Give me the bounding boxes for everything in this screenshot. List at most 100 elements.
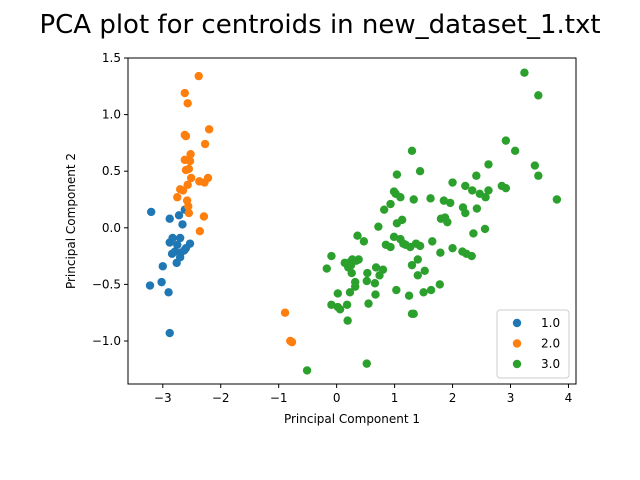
data-point [374, 222, 383, 231]
data-point [200, 139, 210, 149]
data-point [407, 260, 417, 270]
y-axis: −1.0 −0.5 0.0 0.5 1.0 1.5 [92, 51, 128, 348]
data-point [359, 237, 369, 246]
data-point [347, 268, 356, 278]
data-point [342, 300, 352, 309]
y-axis-label: Principal Component 2 [64, 153, 78, 289]
x-tick-label: 2 [449, 391, 457, 405]
data-point [413, 271, 422, 280]
data-point [472, 204, 482, 213]
data-point [146, 207, 156, 217]
data-point [392, 219, 402, 228]
data-point [287, 337, 297, 347]
data-point [364, 299, 373, 308]
legend-marker [512, 318, 522, 328]
y-tick-label: 1.0 [102, 108, 121, 122]
data-point [327, 251, 336, 261]
data-point [426, 285, 436, 295]
data-point [446, 198, 455, 208]
data-point [520, 68, 529, 77]
data-point [501, 136, 511, 145]
data-point [413, 255, 422, 264]
data-point [186, 150, 195, 159]
y-tick-label: −1.0 [92, 334, 121, 348]
legend-label: 2.0 [541, 337, 560, 351]
data-points [145, 68, 562, 375]
data-point [178, 186, 188, 195]
series-3.0 [302, 68, 562, 375]
data-point [181, 165, 191, 175]
data-point [345, 288, 355, 297]
legend-label: 1.0 [541, 316, 560, 330]
data-point [436, 214, 446, 223]
x-tick-label: −3 [154, 391, 172, 405]
x-tick-label: 1 [391, 391, 399, 405]
series-1.0 [145, 205, 195, 338]
legend: 1.0 2.0 3.0 [496, 309, 570, 379]
x-tick-label: 4 [565, 391, 573, 405]
data-point [322, 264, 331, 273]
data-point [173, 193, 182, 202]
data-point [386, 199, 395, 209]
data-point [362, 276, 371, 286]
data-point [165, 328, 174, 338]
data-point [195, 226, 205, 236]
data-point [363, 268, 372, 278]
data-point [407, 309, 417, 319]
data-point [435, 280, 445, 289]
data-point [436, 248, 445, 257]
data-point [350, 282, 360, 291]
legend-label: 3.0 [541, 357, 560, 371]
data-point [409, 195, 418, 204]
y-tick-label: 0.5 [102, 164, 121, 178]
x-axis: −3 −2 −1 0 1 2 3 4 [154, 384, 572, 405]
data-point [461, 181, 470, 191]
data-point [280, 308, 290, 317]
data-point [552, 195, 562, 204]
data-point [157, 277, 166, 287]
data-point [530, 161, 540, 170]
x-tick-label: −2 [212, 391, 230, 405]
x-tick-label: 0 [333, 391, 341, 405]
data-point [184, 208, 194, 218]
data-point [510, 146, 520, 156]
data-point [467, 251, 476, 261]
data-point [415, 241, 425, 251]
data-point [178, 220, 187, 229]
data-point [443, 217, 452, 227]
data-point [428, 237, 437, 246]
data-point [404, 291, 414, 300]
data-point [183, 99, 192, 108]
data-point [173, 240, 182, 249]
data-point [375, 271, 384, 280]
data-point [419, 288, 428, 297]
data-point [501, 183, 511, 193]
data-point [145, 281, 155, 290]
data-point [371, 263, 381, 272]
x-axis-label: Principal Component 1 [284, 412, 420, 426]
data-point [183, 180, 192, 189]
data-point [534, 91, 543, 100]
data-point [180, 246, 189, 255]
data-point [415, 166, 425, 176]
data-point [335, 305, 345, 314]
data-point [439, 196, 449, 205]
data-point [484, 186, 493, 195]
data-point [333, 289, 343, 298]
data-point [181, 131, 191, 141]
data-point [165, 214, 174, 223]
y-tick-label: −0.5 [92, 277, 121, 291]
data-point [167, 249, 177, 259]
data-point [426, 194, 435, 203]
x-tick-label: 3 [507, 391, 515, 405]
data-point [168, 233, 177, 243]
data-point [420, 266, 429, 276]
data-point [469, 229, 478, 238]
data-point [392, 285, 401, 295]
legend-marker [512, 339, 522, 348]
data-point [407, 146, 417, 156]
data-point [327, 300, 336, 309]
legend-marker [512, 359, 522, 369]
data-point [534, 171, 543, 180]
